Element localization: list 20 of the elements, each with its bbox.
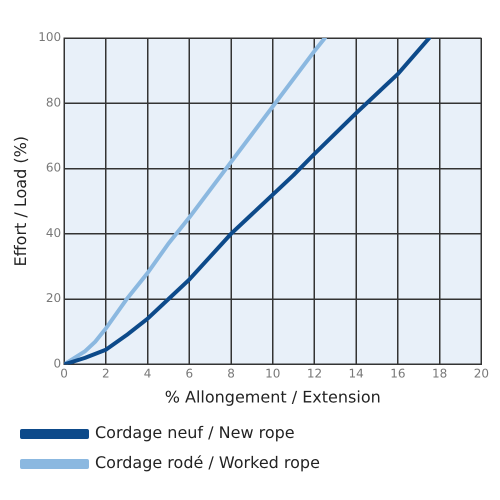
x-tick-label: 12 xyxy=(306,366,322,381)
y-tick-label: 20 xyxy=(46,291,62,306)
x-tick-label: 6 xyxy=(185,366,194,381)
x-tick-label: 14 xyxy=(348,366,364,381)
y-tick-label: 100 xyxy=(38,30,62,44)
x-tick-label: 10 xyxy=(265,366,280,381)
legend-label: Cordage neuf / New rope xyxy=(95,423,295,442)
x-tick-label: 18 xyxy=(432,366,448,381)
x-tick-label: 4 xyxy=(144,366,152,381)
x-tick-label: 16 xyxy=(390,366,406,381)
y-tick-label: 60 xyxy=(46,160,62,175)
x-tick-label: 20 xyxy=(474,366,490,381)
y-tick-label: 0 xyxy=(53,356,62,371)
legend-label: Cordage rodé / Worked rope xyxy=(95,453,320,472)
x-tick-label: 8 xyxy=(227,366,235,381)
y-tick-label: 40 xyxy=(46,226,62,240)
y-axis-title: Effort / Load (%) xyxy=(10,136,30,266)
y-tick-label: 80 xyxy=(46,95,62,110)
x-tick-label: 2 xyxy=(102,366,110,381)
x-axis-title: % Allongement / Extension xyxy=(164,388,381,407)
